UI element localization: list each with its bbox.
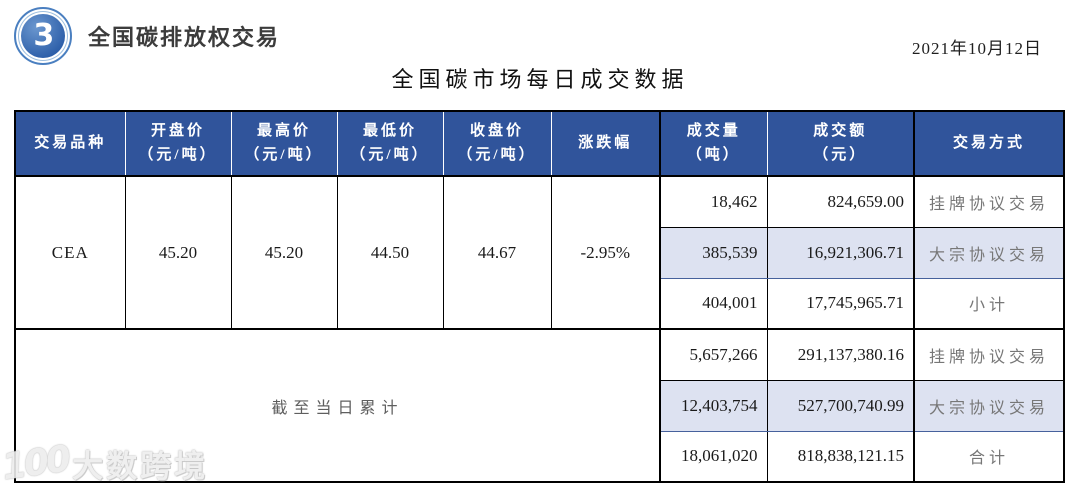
column-header-variety: 交易品种 [15, 111, 126, 177]
cell-trade-method: 挂牌协议交易 [913, 175, 1065, 228]
cell-volume: 18,061,020 [659, 430, 768, 483]
cell-amount: 818,838,121.15 [766, 430, 915, 483]
logo-inner-disc: Ɛ [21, 14, 65, 58]
cumulative-row-block: 12,403,754 527,700,740.99 大宗协议交易 [15, 379, 1065, 432]
cell-open-price: 45.20 [124, 175, 232, 330]
column-header-low: 最低价 （元/吨） [337, 111, 444, 177]
column-header-method: 交易方式 [913, 111, 1065, 177]
cell-amount: 16,921,306.71 [766, 226, 915, 279]
cell-change-percent: -2.95% [550, 175, 661, 330]
column-header-change: 涨跌幅 [551, 111, 661, 177]
cell-amount: 291,137,380.16 [766, 328, 915, 381]
column-header-volume: 成交量 （吨） [659, 111, 768, 177]
cell-variety: CEA [14, 175, 126, 330]
cell-cumulative-label: 截至当日累计 [14, 328, 661, 483]
cumulative-row-total: 18,061,020 818,838,121.15 合计 [15, 430, 1065, 483]
cell-high-price: 45.20 [230, 175, 338, 330]
cell-close-price: 44.67 [442, 175, 552, 330]
cell-volume: 12,403,754 [659, 379, 768, 432]
cell-trade-method: 大宗协议交易 [913, 226, 1065, 279]
cell-trade-method: 大宗协议交易 [913, 379, 1065, 432]
cell-volume: 18,462 [659, 175, 768, 228]
column-header-close: 收盘价 （元/吨） [443, 111, 552, 177]
cell-amount: 527,700,740.99 [766, 379, 915, 432]
cell-trade-method: 挂牌协议交易 [913, 328, 1065, 381]
cell-low-price: 44.50 [336, 175, 444, 330]
column-header-high: 最高价 （元/吨） [231, 111, 338, 177]
daily-row-block: 385,539 16,921,306.71 大宗协议交易 [15, 226, 1065, 279]
page-title: 全国碳市场每日成交数据 [391, 67, 689, 92]
cell-volume: 5,657,266 [659, 328, 768, 381]
table-header-row: 交易品种 开盘价 （元/吨） 最高价 （元/吨） 最低价 （元/吨） 收盘价 （元/吨）… [15, 111, 1065, 177]
daily-row-subtotal: 404,001 17,745,965.71 小计 [15, 277, 1065, 330]
daily-trade-table: 交易品种 开盘价 （元/吨） 最高价 （元/吨） 最低价 （元/吨） 收盘价 （元/吨）… [14, 110, 1065, 483]
report-date: 2021年10月12日 [912, 39, 1042, 58]
cell-trade-method: 小计 [913, 277, 1065, 330]
cell-amount: 17,745,965.71 [766, 277, 915, 330]
logo-e-glyph: Ɛ [32, 18, 54, 53]
cumulative-row-listed: 截至当日累计 5,657,266 291,137,380.16 挂牌协议交易 [14, 328, 1065, 483]
brand-name: 全国碳排放权交易 [88, 25, 281, 50]
cell-trade-method: 合计 [913, 430, 1065, 483]
carbon-exchange-logo-icon: Ɛ [14, 7, 72, 65]
brand-header: Ɛ 全国碳排放权交易 [14, 7, 280, 65]
column-header-amount: 成交额 （元） [767, 111, 915, 177]
cell-volume: 404,001 [659, 277, 768, 330]
cell-amount: 824,659.00 [766, 175, 915, 228]
daily-row-listed: CEA 45.20 45.20 44.50 44.67 -2.95% 18,46… [14, 175, 1065, 330]
cell-volume: 385,539 [659, 226, 768, 279]
column-header-open: 开盘价 （元/吨） [125, 111, 232, 177]
